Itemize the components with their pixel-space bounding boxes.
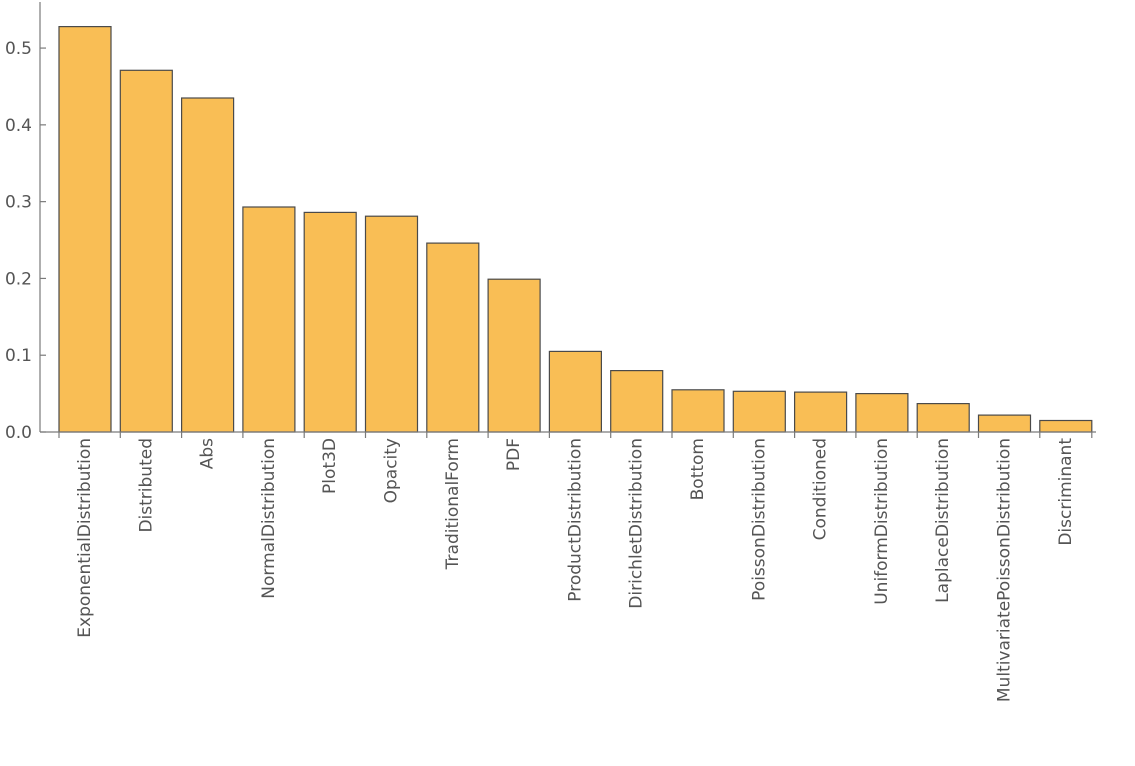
x-category-label: Distributed: [136, 438, 156, 533]
bar-poissondistribution: [732, 390, 786, 433]
bar-conditioned: [793, 391, 848, 433]
y-tick-label: 0.5: [5, 39, 32, 59]
bar-bottom: [671, 389, 725, 433]
x-category-label: NormalDistribution: [259, 438, 279, 599]
bar-laplacedistribution: [916, 403, 970, 433]
x-category-label: PDF: [504, 438, 524, 471]
y-ticks-group: 0.0 0.1 0.2 0.3 0.4 0.5: [5, 39, 46, 443]
bar-productdistribution: [548, 350, 603, 433]
bar-abs: [181, 97, 235, 433]
x-category-label: Opacity: [382, 438, 402, 503]
y-tick-label: 0.3: [5, 193, 32, 213]
bar-plot3d: [303, 211, 357, 433]
x-category-label: DirichletDistribution: [627, 438, 647, 609]
y-tick-label: 0.2: [5, 269, 32, 289]
x-category-label: Discriminant: [1056, 438, 1076, 546]
x-category-label: LaplaceDistribution: [933, 438, 953, 603]
bar-traditionalform: [426, 242, 480, 433]
x-category-label: Bottom: [688, 438, 708, 500]
x-category-label: MultivariatePoissonDistribution: [995, 438, 1015, 702]
x-category-label: UniformDistribution: [872, 438, 892, 605]
axes-group: [39, 2, 1096, 433]
bar-distributed: [119, 69, 173, 433]
x-category-label: Conditioned: [811, 438, 831, 540]
bar-discriminant: [1039, 419, 1093, 433]
bar-pdf: [487, 278, 541, 433]
y-tick-label: 0.4: [5, 116, 32, 136]
bar-normaldistribution: [242, 206, 296, 433]
bar-opacity: [364, 215, 419, 433]
x-ticks-group: ExponentialDistribution Distributed Abs Nor…: [58, 432, 1093, 702]
y-tick-label: 0.0: [5, 423, 32, 443]
bar-multivariatepoissondistribution: [977, 414, 1032, 433]
bar-exponentialdistribution: [58, 26, 112, 433]
x-category-label: ProductDistribution: [565, 438, 585, 602]
x-category-label: Plot3D: [320, 438, 340, 494]
bar-dirichletdistribution: [610, 370, 664, 433]
x-category-label: TraditionalForm: [443, 438, 463, 570]
y-tick-label: 0.1: [5, 346, 32, 366]
bar-uniformdistribution: [855, 393, 909, 433]
bars-group: [58, 26, 1093, 433]
x-category-label: PoissonDistribution: [749, 438, 769, 601]
x-category-label: Abs: [198, 438, 218, 469]
x-category-label: ExponentialDistribution: [75, 438, 95, 638]
